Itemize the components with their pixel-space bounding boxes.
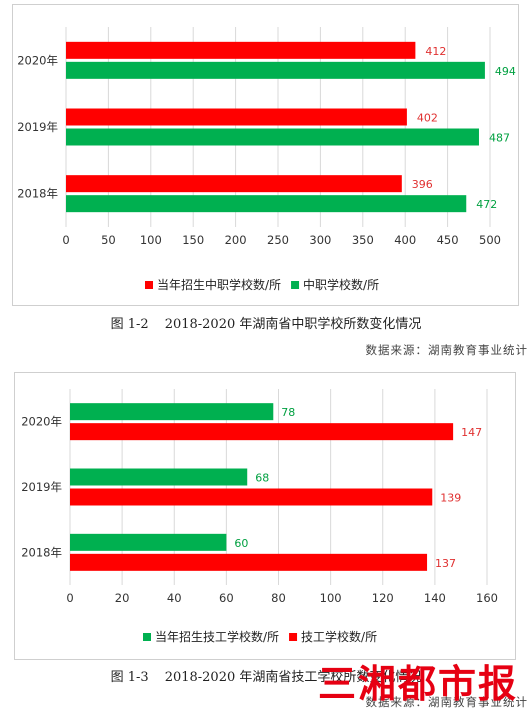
chart-2-svg: 0 20 40 60 80 100 120 140 160 2018年 60 137 2019年 68 13… <box>21 389 498 644</box>
x-tick-label: 500 <box>479 233 501 247</box>
x-tick-label: 300 <box>309 233 331 247</box>
bar-series-a <box>70 403 274 421</box>
x-tick-label: 60 <box>219 591 234 605</box>
data-label: 139 <box>440 492 461 505</box>
x-tick-label: 150 <box>182 233 204 247</box>
legend-label: 技工学校数/所 <box>301 629 377 644</box>
data-label: 396 <box>412 178 433 191</box>
category-label: 2018年 <box>21 545 62 559</box>
legend-swatch <box>291 281 300 289</box>
x-tick-label: 0 <box>66 591 73 605</box>
chart-2-caption-text: 2018-2020 年湖南省技工学校所数变化情况 <box>164 670 422 685</box>
x-tick-label: 100 <box>320 591 342 605</box>
bar-series-b <box>70 553 428 571</box>
bar-series-a <box>66 175 402 193</box>
chart-1-source: 数据来源：湖南教育事业统计 <box>365 343 528 357</box>
bar-series-b <box>66 61 485 79</box>
newspaper-watermark-logo: 三湘都市报 <box>318 662 519 706</box>
x-tick-label: 400 <box>394 233 416 247</box>
data-label: 402 <box>417 112 438 125</box>
legend-swatch <box>143 633 151 641</box>
category-label: 2020年 <box>21 415 62 429</box>
chart-1-svg: 0 50 100 150 200 250 300 350 400 450 500 2018年 396 47… <box>17 27 516 292</box>
x-tick-label: 250 <box>267 233 289 247</box>
data-label: 60 <box>234 537 248 550</box>
chart-1-caption-number: 图 1-2 <box>110 317 149 332</box>
legend-swatch <box>289 633 298 641</box>
legend-label: 当年招生技工学校数/所 <box>155 629 279 644</box>
bar-series-a <box>70 533 227 551</box>
data-label: 494 <box>495 65 516 78</box>
x-tick-label: 100 <box>140 233 162 247</box>
chart-2-source: 数据来源：湖南教育事业统计 <box>365 695 528 709</box>
category-label: 2020年 <box>17 53 58 67</box>
chart-1-frame: 0 50 100 150 200 250 300 350 400 450 500 2018年 396 47… <box>12 4 519 306</box>
x-tick-label: 80 <box>271 591 286 605</box>
data-label: 472 <box>476 198 497 211</box>
category-label: 2018年 <box>17 187 58 201</box>
x-tick-label: 350 <box>352 233 374 247</box>
category-label: 2019年 <box>21 480 62 494</box>
bar-series-b <box>70 488 433 506</box>
x-tick-label: 120 <box>372 591 394 605</box>
x-tick-label: 200 <box>225 233 247 247</box>
bar-series-a <box>66 108 407 126</box>
bar-series-a <box>66 41 416 59</box>
x-tick-label: 20 <box>115 591 130 605</box>
bar-series-b <box>66 128 479 146</box>
bar-series-a <box>70 468 248 486</box>
legend-swatch <box>145 281 153 289</box>
chart-2-frame: 0 20 40 60 80 100 120 140 160 2018年 60 137 2019年 68 13… <box>14 372 516 660</box>
x-tick-label: 140 <box>424 591 446 605</box>
data-label: 137 <box>435 557 456 570</box>
chart-2-caption-number: 图 1-3 <box>110 670 149 685</box>
bar-series-b <box>70 423 454 441</box>
data-label: 412 <box>425 45 446 58</box>
chart-1-caption: 图 1-2 2018-2020 年湖南省中职学校所数变化情况 <box>0 313 532 332</box>
bar-series-b <box>66 195 467 213</box>
x-tick-label: 50 <box>101 233 116 247</box>
legend-label: 中职学校数/所 <box>303 277 379 292</box>
data-label: 487 <box>489 132 510 145</box>
data-label: 78 <box>281 406 295 419</box>
data-label: 147 <box>461 426 482 439</box>
legend-label: 当年招生中职学校数/所 <box>157 277 281 292</box>
x-tick-label: 160 <box>476 591 498 605</box>
category-label: 2019年 <box>17 120 58 134</box>
chart-1-caption-text: 2018-2020 年湖南省中职学校所数变化情况 <box>164 317 422 332</box>
x-tick-label: 450 <box>437 233 459 247</box>
x-tick-label: 0 <box>62 233 69 247</box>
data-label: 68 <box>255 472 269 485</box>
x-tick-label: 40 <box>167 591 182 605</box>
chart-2-caption: 图 1-3 2018-2020 年湖南省技工学校所数变化情况 <box>0 666 532 685</box>
